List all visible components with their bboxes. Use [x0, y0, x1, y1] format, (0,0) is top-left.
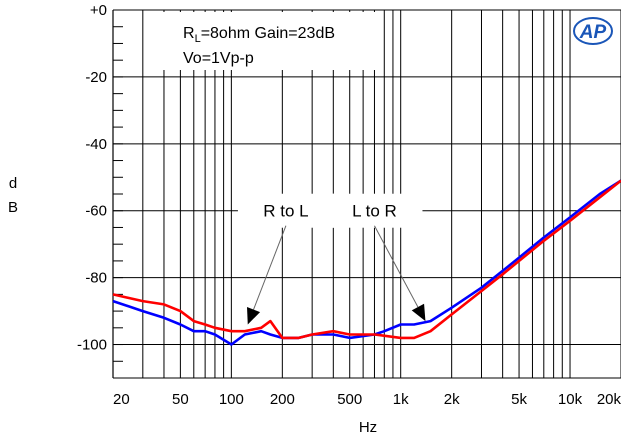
x-tick-label: 50: [172, 391, 189, 408]
x-tick-label: 2k: [444, 391, 460, 408]
series-layer: [112, 179, 621, 346]
output-voltage-annotation: Vo=1Vp-p: [183, 50, 254, 67]
y-tick-label: -20: [85, 69, 107, 86]
x-tick-label: 10k: [558, 391, 583, 408]
callout-leader-r-to-l: [253, 225, 287, 310]
x-tick-label: 200: [270, 391, 295, 408]
series-line-r-to-l: [112, 179, 621, 340]
callout-arrowhead-l-to-r: [411, 303, 426, 322]
callout-box-l-to-r: [326, 193, 423, 228]
x-tick-label: 20k: [597, 391, 621, 408]
x-tick-label: 1k: [393, 391, 409, 408]
annotation-box: RL=8ohm Gain=23dB Vo=1Vp-p: [150, 12, 382, 70]
callout-layer: R to L L to R: [237, 193, 426, 325]
load-gain-annotation: RL=8ohm Gain=23dB: [183, 25, 335, 45]
y-tick-label: +0: [90, 2, 107, 19]
axis-labels: d B Hz: [8, 175, 377, 436]
x-tick-label: 100: [219, 391, 244, 408]
callout-box-r-to-l: [237, 193, 334, 228]
x-axis-label: Hz: [359, 419, 377, 436]
series-line-l-to-r: [112, 179, 621, 346]
y-tick-label: -80: [85, 270, 107, 287]
y-tick-label: -60: [85, 203, 107, 220]
callout-arrowhead-r-to-l: [247, 307, 261, 325]
ap-logo-text: AP: [579, 22, 607, 43]
callout-leader-l-to-r: [374, 225, 419, 308]
load-gain-text: =8ohm Gain=23dB: [201, 25, 335, 42]
load-symbol: R: [183, 25, 195, 42]
y-tick-label: -100: [77, 337, 107, 354]
callout-label-r-to-l: R to L: [263, 202, 308, 221]
ap-logo: AP: [573, 17, 613, 45]
callout-label-l-to-r: L to R: [352, 202, 397, 221]
load-subscript: L: [195, 33, 201, 45]
y-tick-label: -40: [85, 136, 107, 153]
y-axis-label-d: d: [9, 175, 17, 192]
y-axis-label-b: B: [8, 199, 18, 216]
annotation-box-background: [150, 12, 382, 70]
x-tick-label: 20: [113, 391, 130, 408]
x-tick-label: 500: [337, 391, 362, 408]
x-tick-label: 5k: [511, 391, 527, 408]
ap-logo-ellipse: [573, 17, 613, 45]
